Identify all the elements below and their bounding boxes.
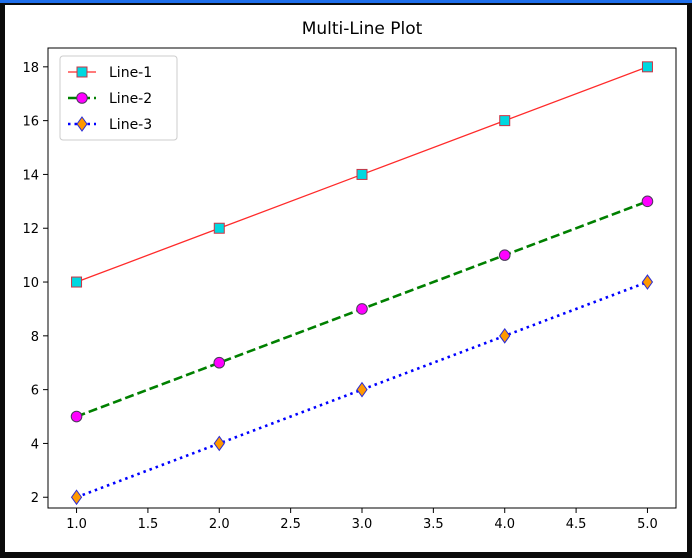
y-tick-label: 2 — [31, 491, 39, 506]
series-line-line-3 — [76, 280, 648, 499]
legend-marker-line-1 — [76, 66, 88, 78]
y-tick-label: 12 — [22, 222, 39, 237]
data-point-line-1 — [499, 115, 511, 127]
data-point-line-1 — [213, 222, 225, 234]
y-tick-label: 4 — [31, 437, 39, 452]
x-tick-label: 4.5 — [566, 517, 587, 532]
axis-ticks: 1.0 1.5 2.0 2.5 3.0 3.5 4.0 4.5 5.0 2 4 6 8 10 12 14 16 1… — [22, 61, 657, 532]
y-tick-label: 14 — [22, 168, 39, 183]
y-tick-label: 10 — [22, 276, 39, 291]
legend: Line-1 Line-2 Line-3 — [59, 55, 178, 141]
multi-line-chart: Multi-Line Plot 1.0 1.5 2.0 2.5 3.0 3.5 4.0 4.5… — [22, 19, 677, 532]
y-tick-label: 6 — [31, 384, 39, 399]
legend-marker-line-3 — [76, 116, 88, 132]
chart-title: Multi-Line Plot — [302, 19, 423, 39]
data-point-line-2 — [641, 195, 654, 208]
x-tick-label: 3.0 — [352, 517, 373, 532]
x-tick-label: 4.0 — [494, 517, 515, 532]
series-markers — [70, 61, 654, 506]
window-accent-bar — [0, 0, 692, 3]
legend-label-line-1: Line-1 — [109, 65, 152, 81]
y-tick-label: 8 — [31, 330, 39, 345]
legend-label-line-2: Line-2 — [109, 91, 152, 107]
legend-marker-line-2 — [76, 92, 88, 104]
x-tick-label: 1.5 — [138, 517, 159, 532]
data-point-line-1 — [356, 168, 368, 180]
data-point-line-2 — [356, 303, 368, 315]
data-point-line-3 — [356, 381, 368, 398]
x-tick-label: 3.5 — [423, 517, 444, 532]
x-tick-label: 2.5 — [280, 517, 301, 532]
legend-box — [59, 55, 178, 141]
data-point-line-2 — [70, 410, 83, 423]
axes-frame — [47, 47, 677, 509]
data-point-line-1 — [71, 276, 83, 288]
y-tick-label: 18 — [22, 61, 39, 76]
x-tick-label: 5.0 — [637, 517, 658, 532]
x-tick-label: 1.0 — [66, 517, 87, 532]
data-point-line-3 — [213, 435, 225, 452]
data-point-line-2 — [213, 356, 226, 369]
figure-canvas: Multi-Line Plot 1.0 1.5 2.0 2.5 3.0 3.5 4.0 4.5… — [5, 5, 687, 552]
y-tick-label: 16 — [22, 115, 39, 130]
legend-label-line-3: Line-3 — [109, 117, 152, 133]
data-point-line-1 — [641, 61, 653, 73]
data-point-line-3 — [641, 274, 654, 290]
data-point-line-3 — [499, 327, 511, 344]
x-tick-label: 2.0 — [209, 517, 230, 532]
data-point-line-3 — [70, 489, 83, 506]
data-point-line-2 — [498, 249, 511, 261]
